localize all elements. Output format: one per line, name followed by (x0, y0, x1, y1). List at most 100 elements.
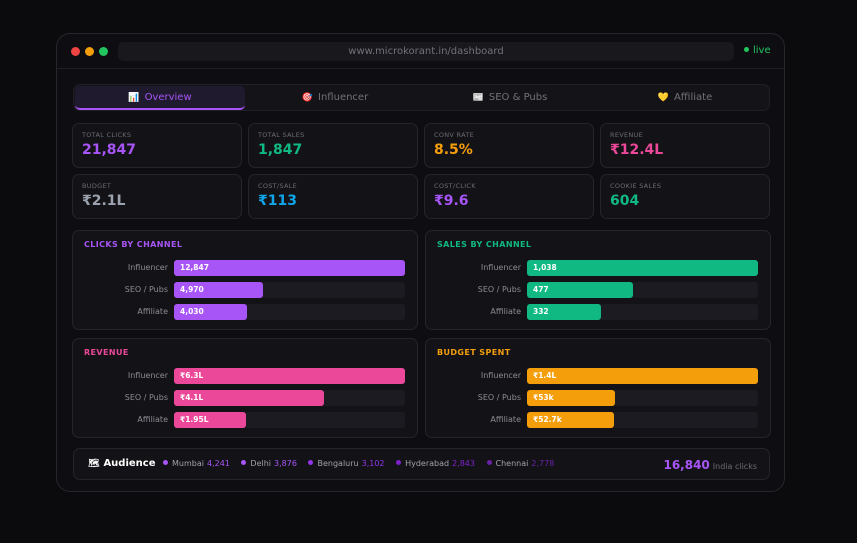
audience-total-label: India clicks (712, 462, 757, 471)
stat-budget: BUDGET ₹2.1L (72, 174, 242, 219)
bar-label: Affiliate (137, 307, 168, 316)
url-bar[interactable]: www.microkorant.in/dashboard (118, 42, 734, 61)
bar-label: Affiliate (490, 307, 521, 316)
bar-value: 12,847 (180, 263, 209, 272)
live-indicator: live (744, 44, 771, 58)
city-bengaluru: Bengaluru 3,102 (308, 459, 385, 468)
bar-track: ₹4.1L (174, 390, 405, 406)
bar-row-affiliate: Affiliate 4,030 (73, 304, 417, 320)
bar-fill (174, 412, 246, 428)
bar-fill (174, 368, 405, 384)
bar-row-affiliate: Affiliate 332 (426, 304, 770, 320)
bar-row-influencer: Influencer ₹6.3L (73, 368, 417, 384)
audience-title-label: Audience (103, 458, 156, 469)
stat-cost-per-click: COST/CLICK ₹9.6 (424, 174, 594, 219)
dashboard-window: www.microkorant.in/dashboard live 📊 Overv… (56, 33, 785, 492)
bar-fill (174, 282, 264, 298)
city-name: Bengaluru (317, 459, 359, 468)
stat-cookie-sales: COOKIE SALES 604 (600, 174, 770, 219)
stat-label: COST/SALE (258, 182, 298, 190)
city-dot-icon (241, 460, 247, 465)
panel-title: REVENUE (84, 348, 129, 357)
stat-label: COST/CLICK (434, 182, 476, 190)
stat-value: 21,847 (82, 142, 137, 158)
audience-title: 🗺 Audience (88, 449, 156, 479)
newspaper-icon: 📰 (472, 93, 484, 103)
tab-bar: 📊 Overview 🎯 Influencer 📰 SEO & Pubs 💛 Affil… (73, 84, 770, 111)
tab-seo-pubs[interactable]: 📰 SEO & Pubs (425, 86, 595, 110)
tab-affiliate[interactable]: 💛 Affiliate (600, 86, 770, 110)
bar-value: ₹6.3L (180, 371, 204, 380)
stat-value: ₹2.1L (82, 193, 126, 209)
maximize-window-button[interactable] (99, 47, 108, 56)
city-delhi: Delhi 3,876 (241, 459, 297, 468)
audience-cities: Mumbai 4,241 Delhi 3,876 Bengaluru 3,102 Hy… (163, 449, 563, 479)
panel-title: BUDGET SPENT (437, 348, 511, 357)
stat-conv-rate: CONV RATE 8.5% (424, 123, 594, 168)
bar-fill (527, 304, 601, 320)
stat-label: REVENUE (610, 131, 644, 139)
bar-track: ₹1.95L (174, 412, 405, 428)
bar-fill (174, 260, 405, 276)
bar-track: ₹53k (527, 390, 758, 406)
panel-title: CLICKS BY CHANNEL (84, 240, 183, 249)
bar-label: SEO / Pubs (124, 285, 168, 294)
city-value: 4,241 (206, 459, 230, 468)
heart-icon: 💛 (657, 93, 669, 103)
bar-track: ₹1.4L (527, 368, 758, 384)
tab-overview[interactable]: 📊 Overview (75, 86, 245, 110)
bar-value: 4,970 (180, 285, 204, 294)
minimize-window-button[interactable] (85, 47, 94, 56)
tab-label: Overview (144, 92, 192, 103)
city-hyderabad: Hyderabad 2,843 (396, 459, 475, 468)
target-icon: 🎯 (301, 93, 314, 103)
audience-total-value: 16,840 (663, 458, 710, 472)
bar-value: ₹53k (533, 393, 554, 402)
tab-label: SEO & Pubs (488, 92, 548, 103)
stat-label: CONV RATE (434, 131, 475, 139)
panel-title: SALES BY CHANNEL (437, 240, 532, 249)
tab-influencer[interactable]: 🎯 Influencer (250, 86, 420, 110)
title-bar: www.microkorant.in/dashboard live (57, 34, 784, 69)
bar-row-influencer: Influencer 12,847 (73, 260, 417, 276)
city-dot-icon (308, 460, 314, 465)
bar-label: SEO / Pubs (477, 393, 521, 402)
bar-track: 12,847 (174, 260, 405, 276)
city-value: 2,843 (452, 459, 475, 468)
city-mumbai: Mumbai 4,241 (163, 459, 230, 468)
tab-label: Influencer (318, 92, 369, 103)
bar-value: 332 (533, 307, 549, 316)
bar-value: ₹1.4L (533, 371, 557, 380)
bar-label: SEO / Pubs (477, 285, 521, 294)
city-name: Hyderabad (405, 459, 450, 468)
panel-sales-by-channel: SALES BY CHANNEL Influencer 1,038 SEO / P… (425, 230, 771, 330)
audience-bar: 🗺 Audience Mumbai 4,241 Delhi 3,876 Bengalu… (73, 448, 770, 480)
bar-row-seo-pubs: SEO / Pubs 477 (426, 282, 770, 298)
bar-fill (174, 390, 325, 406)
bar-label: Affiliate (490, 415, 521, 424)
bar-fill (527, 412, 614, 428)
bar-value: 4,030 (180, 307, 204, 316)
bar-value: 1,038 (533, 263, 557, 272)
panel-budget-spent: BUDGET SPENT Influencer ₹1.4L SEO / Pubs ₹… (425, 338, 771, 438)
bar-fill (527, 282, 634, 298)
bar-label: SEO / Pubs (124, 393, 168, 402)
stat-value: 604 (610, 193, 640, 209)
panel-clicks-by-channel: CLICKS BY CHANNEL Influencer 12,847 SEO /… (72, 230, 418, 330)
bar-row-influencer: Influencer 1,038 (426, 260, 770, 276)
bar-track: 1,038 (527, 260, 758, 276)
city-dot-icon (163, 460, 168, 465)
bar-track: 477 (527, 282, 758, 298)
bar-fill (527, 260, 758, 276)
audience-total: 16,840 India clicks (663, 449, 757, 482)
close-window-button[interactable] (71, 47, 80, 56)
stat-total-sales: TOTAL SALES 1,847 (248, 123, 418, 168)
map-icon: 🗺 (88, 459, 100, 469)
city-value: 3,102 (361, 459, 385, 468)
stat-value: ₹12.4L (610, 142, 664, 158)
bar-track: 4,030 (174, 304, 405, 320)
tab-label: Affiliate (673, 92, 713, 103)
city-dot-icon (486, 460, 492, 465)
live-label: live (753, 45, 771, 56)
bar-row-affiliate: Affiliate ₹52.7k (426, 412, 770, 428)
